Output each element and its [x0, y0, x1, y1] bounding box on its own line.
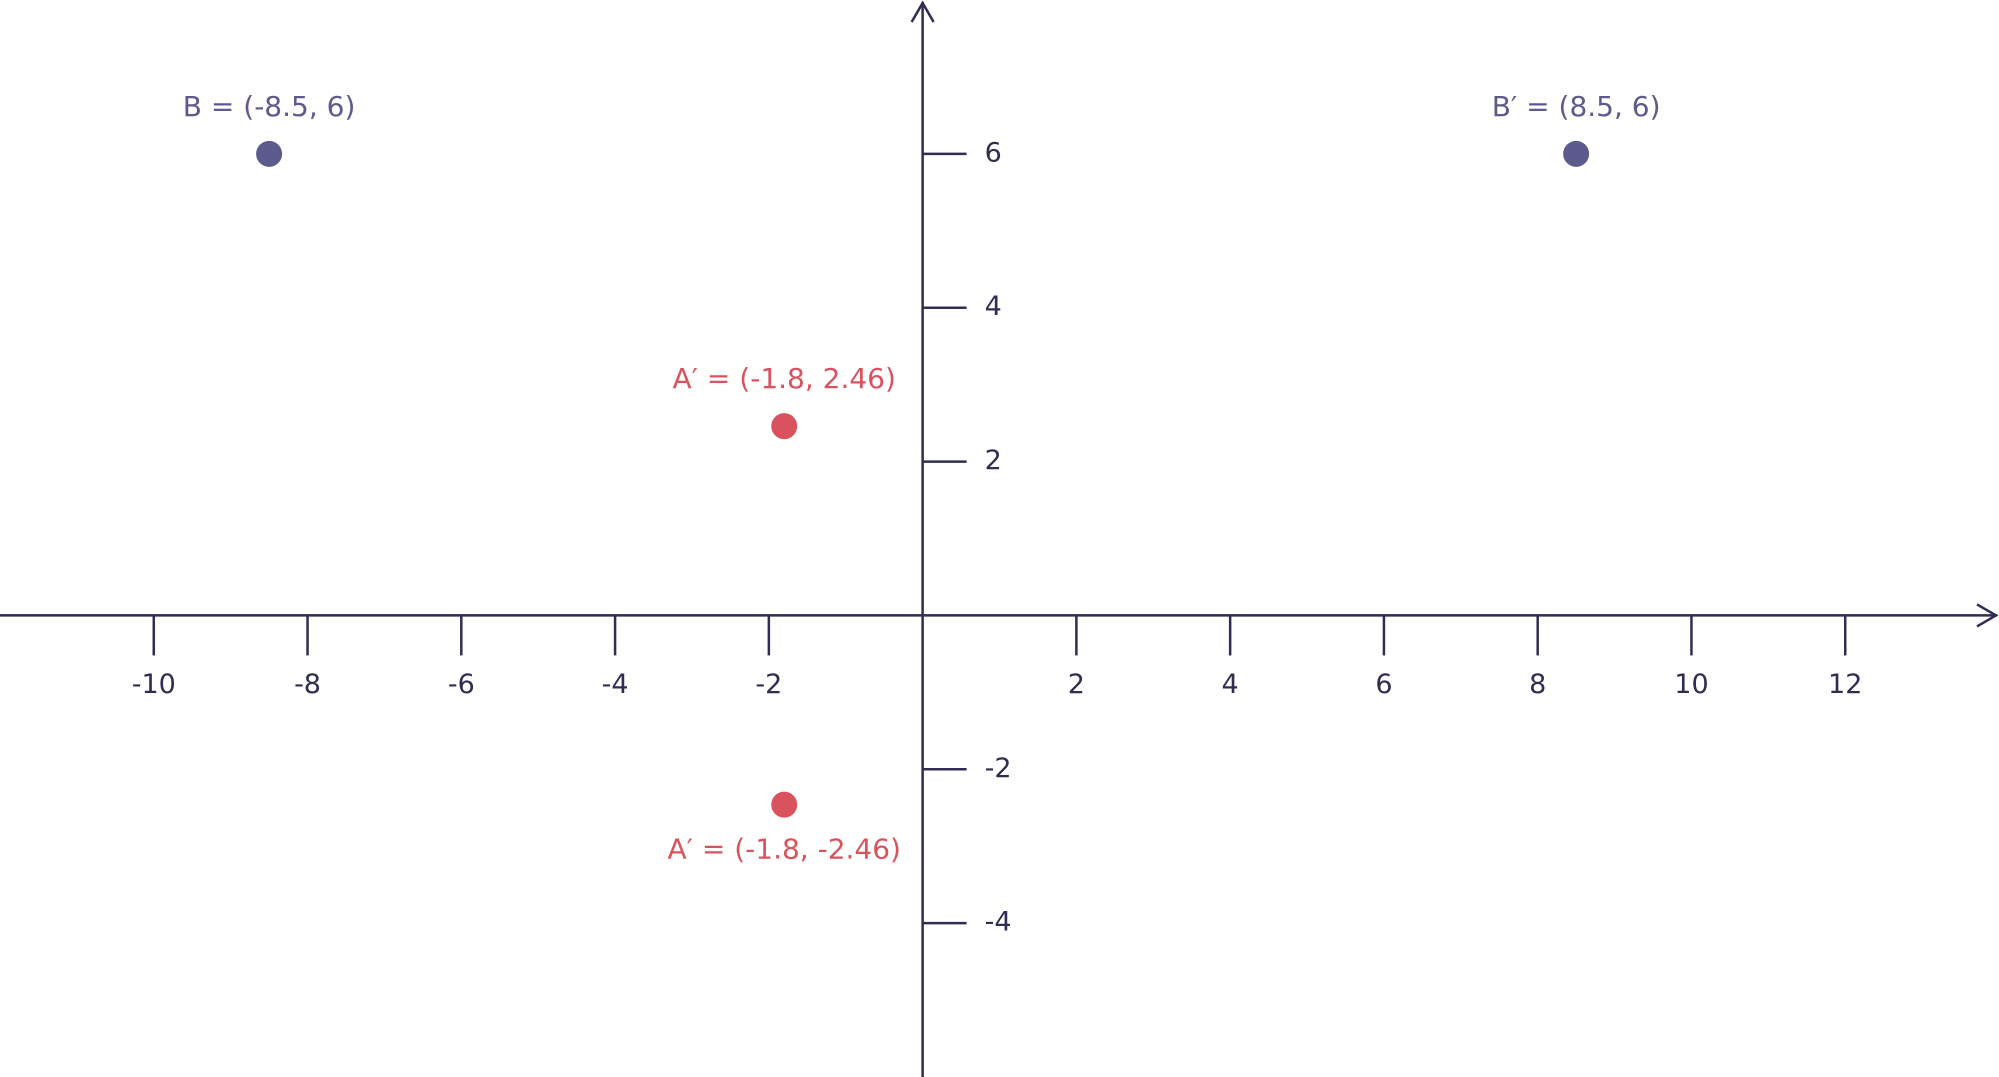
- y-axis-arrow: [910, 0, 935, 23]
- x-tick-label: -6: [448, 669, 475, 700]
- point: [771, 413, 798, 440]
- x-tick-label: 2: [1068, 669, 1085, 700]
- x-tick-label: 12: [1828, 669, 1862, 700]
- y-tick-label: -4: [985, 907, 1012, 938]
- y-tick-label: -2: [985, 753, 1012, 784]
- x-axis-arrow: [1976, 603, 1999, 628]
- x-tick-label: -8: [294, 669, 321, 700]
- y-tick-label: 4: [985, 291, 1002, 322]
- point-label: B′ = (8.5, 6): [1492, 90, 1661, 123]
- x-tick-label: 8: [1529, 669, 1546, 700]
- x-tick-label: 10: [1674, 669, 1708, 700]
- x-tick-label: 4: [1222, 669, 1239, 700]
- x-tick-label: -10: [132, 669, 176, 700]
- point: [256, 140, 283, 167]
- point-label: A′ = (-1.8, 2.46): [673, 362, 896, 395]
- x-tick-label: -4: [602, 669, 629, 700]
- x-tick-label: 6: [1375, 669, 1392, 700]
- point-label: B = (-8.5, 6): [183, 90, 356, 123]
- y-tick-label: 6: [985, 137, 1002, 168]
- point: [1563, 140, 1590, 167]
- y-tick-label: 2: [985, 445, 1002, 476]
- x-tick-label: -2: [755, 669, 782, 700]
- point: [771, 791, 798, 818]
- point-label: A′ = (-1.8, -2.46): [667, 833, 901, 866]
